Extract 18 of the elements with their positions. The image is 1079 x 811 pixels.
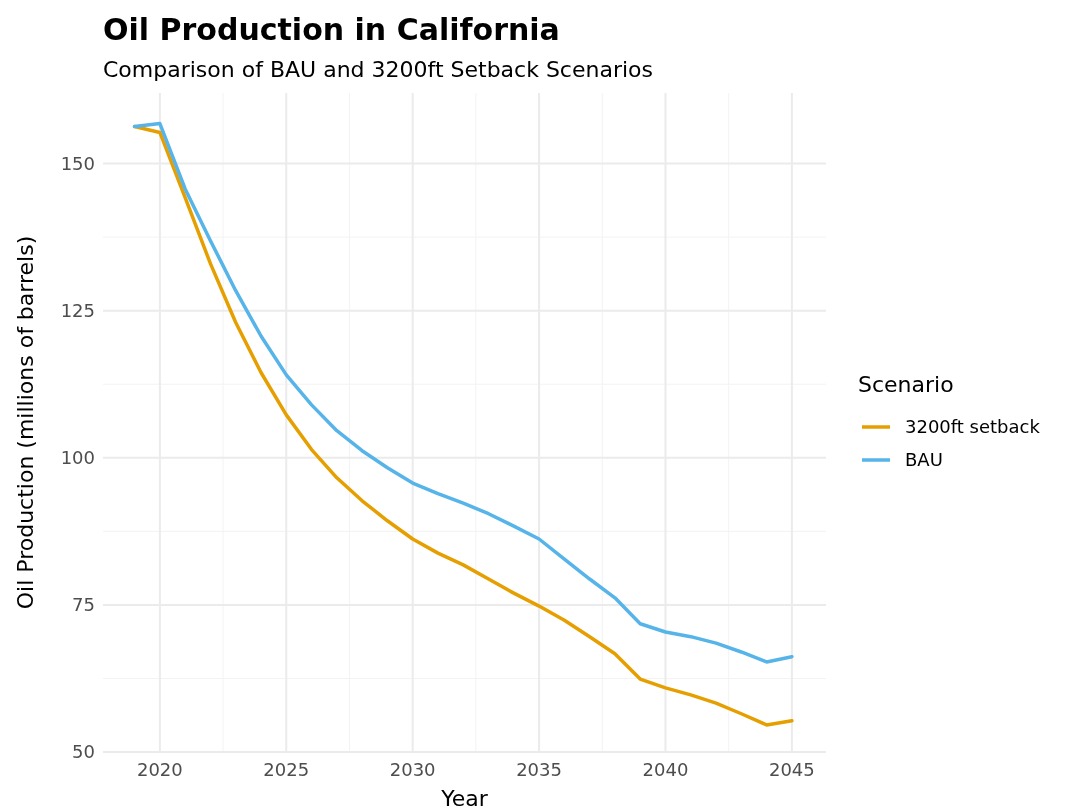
x-tick-label: 2035 — [516, 759, 562, 780]
y-tick-label: 50 — [72, 741, 95, 763]
legend-title: Scenario — [858, 372, 954, 397]
chart-title: Oil Production in California — [103, 12, 560, 47]
x-tick-label: 2040 — [642, 759, 689, 780]
y-axis-title: Oil Production (millions of barrels) — [13, 235, 38, 610]
legend-label: BAU — [905, 449, 943, 471]
x-tick-label: 2020 — [136, 759, 183, 780]
y-tick-label: 75 — [72, 594, 95, 616]
x-tick-label: 2030 — [389, 759, 436, 780]
legend-label: 3200ft setback — [905, 416, 1041, 438]
x-tick-label: 2025 — [263, 759, 310, 780]
x-axis-title: Year — [440, 786, 489, 811]
x-tick-label: 2045 — [768, 759, 815, 780]
y-tick-label: 150 — [60, 152, 95, 174]
y-tick-label: 125 — [60, 300, 95, 322]
chart-subtitle: Comparison of BAU and 3200ft Setback Scenarios — [103, 57, 653, 82]
y-tick-label: 100 — [60, 447, 95, 469]
